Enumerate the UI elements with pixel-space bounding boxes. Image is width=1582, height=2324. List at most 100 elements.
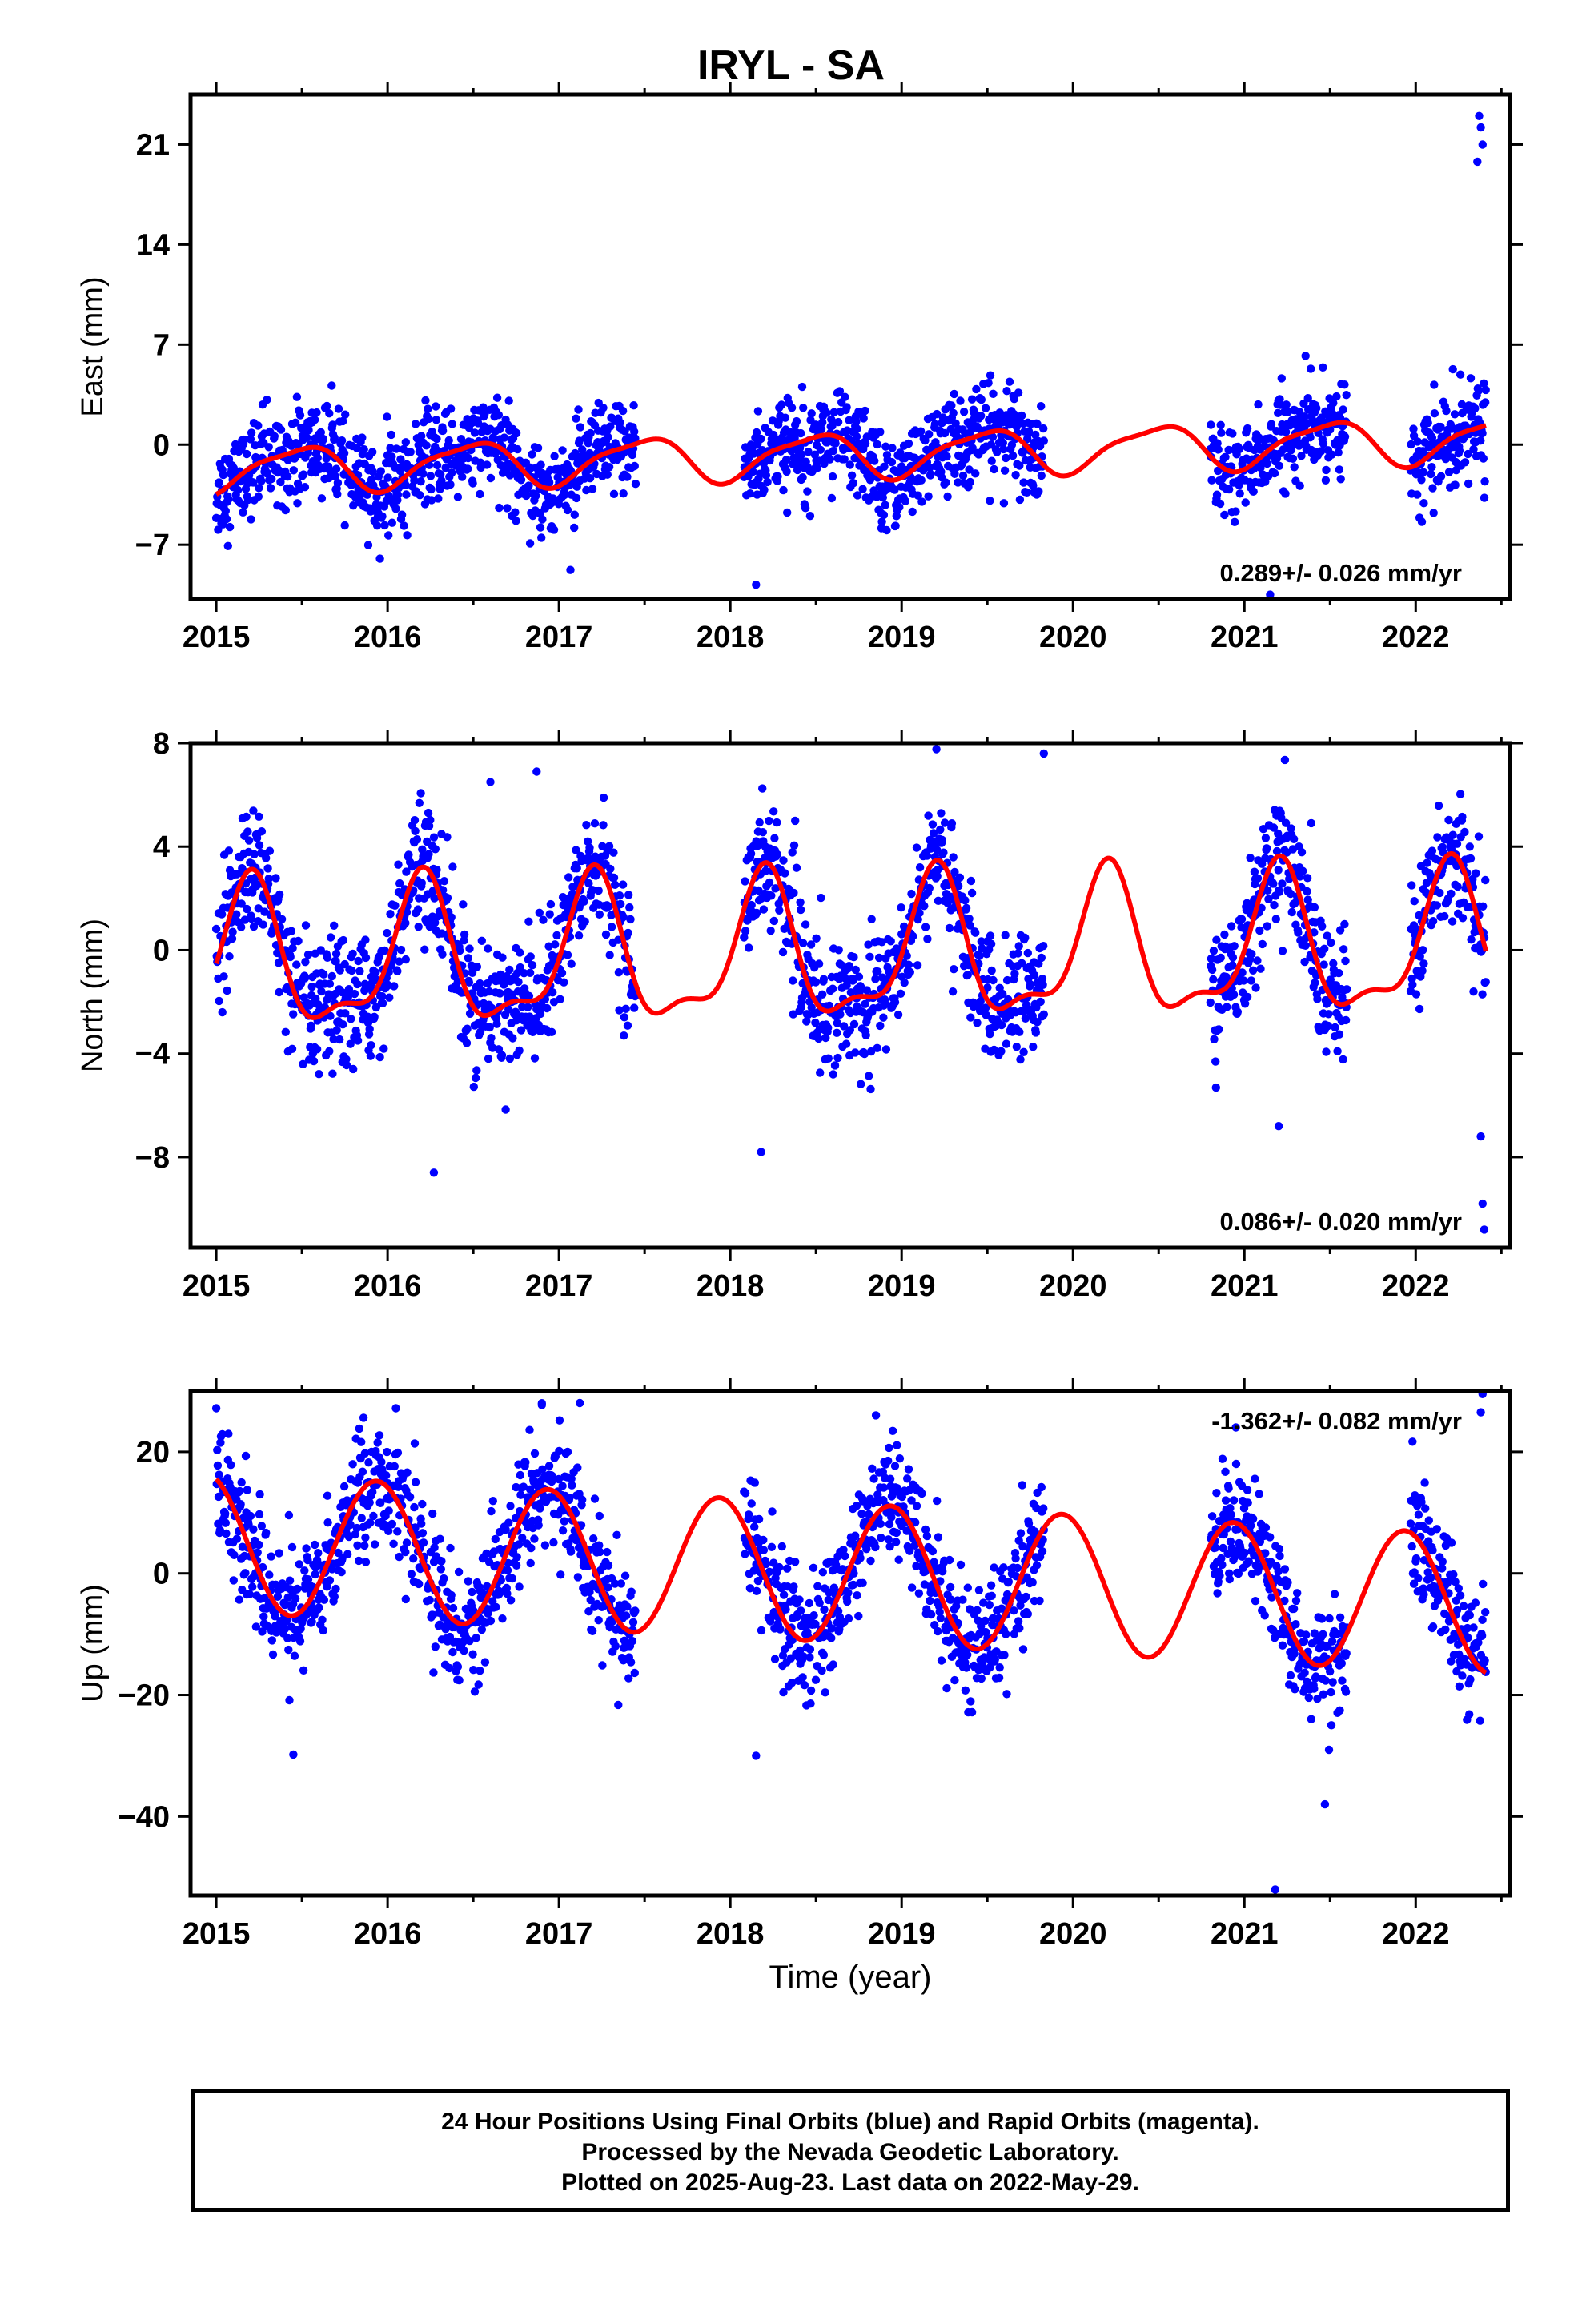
data-point [624,891,633,899]
data-point [1476,436,1485,445]
data-point [432,402,440,411]
data-point [512,428,521,438]
data-point [563,951,572,959]
data-point [1295,441,1303,450]
data-point [937,1656,946,1665]
data-point [787,1679,797,1687]
data-point [406,448,415,456]
data-point [504,396,513,405]
data-point [866,1556,875,1566]
data-point [401,919,410,927]
data-point [432,866,441,875]
data-point [331,1584,340,1594]
data-point [436,470,445,479]
data-point [1206,998,1215,1007]
data-point [822,408,831,417]
plot-frame [188,741,1512,1250]
data-point [1229,990,1239,999]
data-point [938,835,946,845]
data-point [512,517,520,525]
data-point [225,522,235,532]
data-point [556,995,564,1004]
data-point [598,1661,607,1670]
data-point [1290,463,1299,472]
data-point [1247,949,1256,959]
data-point [1323,1021,1333,1031]
data-point [965,465,974,474]
data-point [881,501,889,509]
data-point [770,834,779,842]
data-point [750,1522,759,1531]
data-point [586,428,595,438]
data-point [349,1064,358,1074]
data-point [769,807,778,816]
data-point [353,1036,363,1045]
data-point [465,944,474,953]
data-point [945,1555,954,1565]
data-point [514,1540,524,1549]
data-point [753,842,762,850]
data-point [292,392,302,401]
data-point [1333,1047,1342,1056]
data-point [919,466,928,475]
rate-label: 0.086+/- 0.020 mm/yr [1220,1208,1462,1236]
data-point [284,1645,293,1655]
data-point [1480,477,1489,486]
data-point [819,1651,829,1659]
data-point [841,1039,851,1048]
data-point [551,940,560,949]
data-point [630,461,639,471]
data-point [325,1047,334,1056]
data-point [828,472,837,481]
data-point [1319,439,1328,448]
data-point [446,480,455,489]
data-point [358,433,367,442]
data-point [395,957,404,966]
data-point [307,1618,316,1626]
data-point [503,1589,512,1598]
data-point [249,806,258,815]
data-point [1228,961,1237,970]
data-point [1018,959,1026,968]
data-point [814,959,824,968]
data-point [839,1022,849,1031]
data-point [447,1590,456,1600]
data-point [1295,481,1304,490]
data-point [366,1051,375,1060]
data-point [1038,980,1047,990]
data-point [1475,111,1484,120]
data-point [1481,385,1490,395]
data-point [364,1458,373,1467]
data-point [215,1470,223,1479]
data-point [773,850,782,859]
data-point [516,1490,525,1499]
data-point [865,1072,873,1080]
data-point [368,1487,377,1497]
data-point [560,978,568,987]
data-point [1270,900,1279,910]
data-point [987,966,996,975]
data-point [867,915,876,924]
data-point [1467,935,1476,944]
data-point [986,1663,994,1672]
data-point [767,891,776,900]
data-point [845,1026,855,1035]
data-point [273,1592,283,1602]
data-point [765,878,774,887]
data-point [835,387,845,396]
data-point [838,1565,847,1574]
data-point [800,1681,809,1690]
data-point [861,999,869,1009]
data-point [323,401,331,411]
data-point [817,424,826,434]
data-point [791,1558,800,1566]
data-point [351,1530,359,1539]
data-point [573,1463,582,1472]
data-point [831,439,840,448]
data-point [1455,446,1464,456]
data-point [950,965,958,974]
data-point [1033,1018,1042,1027]
data-point [629,401,638,410]
data-point [243,495,253,505]
data-point [1212,935,1221,944]
